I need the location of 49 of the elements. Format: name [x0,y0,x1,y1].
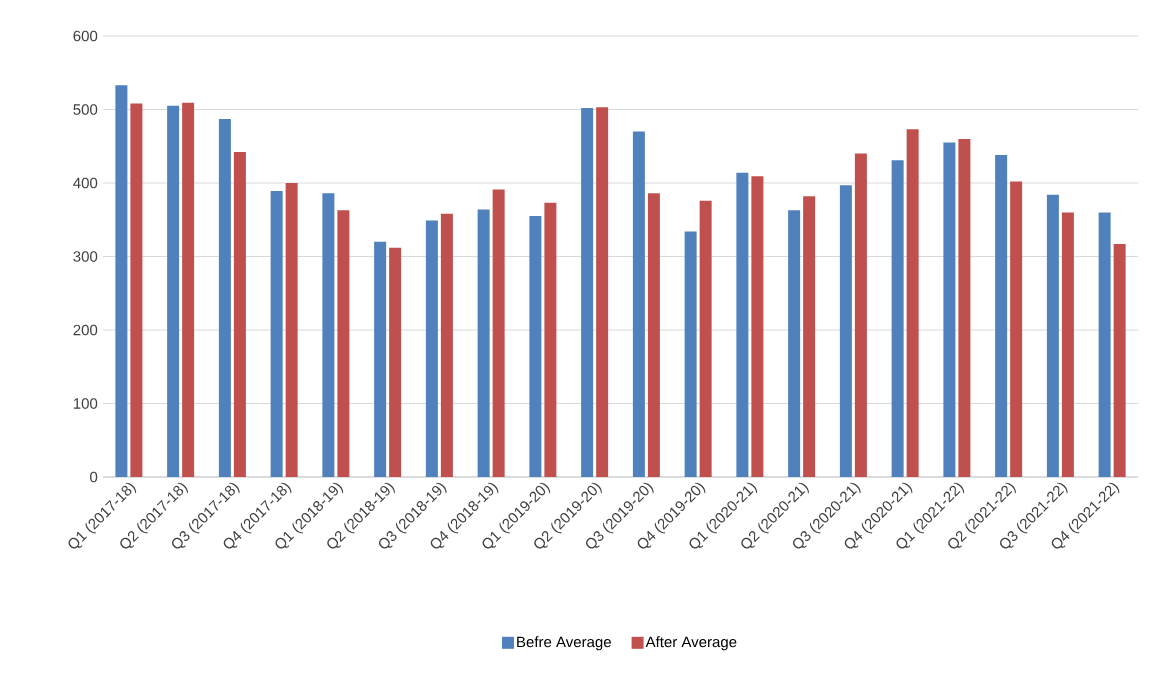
bar [270,191,283,477]
bar [632,131,645,477]
y-tick-label: 400 [73,177,98,189]
bar [440,213,453,477]
y-tick-label: 300 [73,251,98,262]
bar [995,155,1008,477]
bar [854,153,867,477]
y-tick-label: 100 [73,398,98,409]
bar [285,182,298,477]
y-tick-label: 600 [73,30,98,42]
legend-label: After Average [645,636,737,651]
bar [425,220,438,477]
y-tick-label: 500 [73,104,98,115]
bar [233,152,246,477]
bar [322,193,335,477]
bar [529,216,542,477]
bar [477,209,490,477]
bar [374,241,387,477]
bar [891,160,904,477]
bar [839,185,852,477]
bar [544,202,557,477]
bar [751,176,764,477]
bar [943,142,956,477]
bar [1098,212,1111,477]
bar [115,85,128,477]
bar [906,129,919,477]
bar [647,193,660,477]
bar [389,247,402,477]
bar [803,196,816,477]
bar [167,105,180,477]
bar [736,172,749,477]
bar [492,189,505,477]
bar [1061,212,1074,477]
bar [1046,194,1059,477]
bar [218,119,231,477]
bar [337,210,350,477]
bar [596,107,609,477]
bar [1113,243,1126,477]
bar [684,231,697,477]
bar [958,138,971,477]
bar [581,108,594,477]
bar [182,102,195,477]
legend-label: Befre Average [517,636,611,651]
y-tick-label: 0 [90,471,98,483]
bar [1010,181,1023,477]
bar [699,200,712,477]
y-tick-label: 200 [73,324,98,336]
bar [130,103,143,477]
bar [788,210,801,477]
